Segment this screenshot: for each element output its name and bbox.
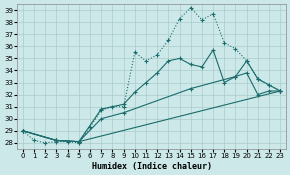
X-axis label: Humidex (Indice chaleur): Humidex (Indice chaleur)	[92, 162, 212, 171]
